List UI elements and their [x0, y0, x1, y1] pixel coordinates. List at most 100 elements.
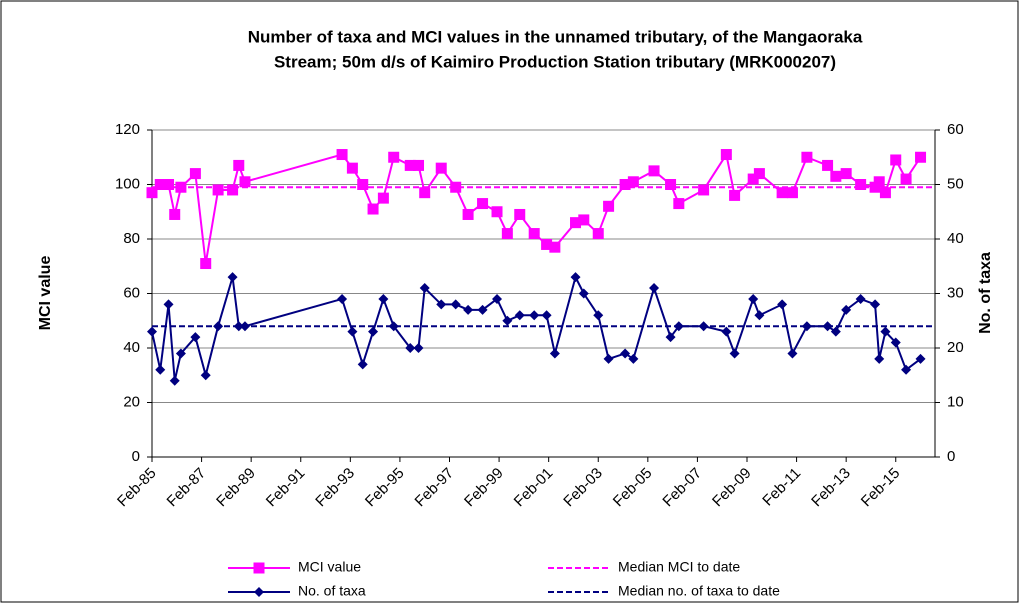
data-point — [874, 353, 885, 364]
data-point — [549, 348, 560, 359]
data-point — [627, 176, 639, 188]
y-tick-label: 60 — [123, 284, 140, 301]
data-point — [822, 159, 834, 171]
y2-tick-label: 40 — [947, 230, 964, 247]
y-tick-label: 80 — [123, 230, 140, 247]
data-point — [777, 299, 788, 310]
data-point — [233, 321, 244, 332]
data-point — [463, 304, 474, 315]
data-point — [786, 187, 798, 199]
data-point — [830, 326, 841, 337]
data-point — [239, 176, 251, 188]
data-point — [501, 228, 513, 240]
data-point — [419, 283, 430, 294]
y-tick-label: 40 — [123, 339, 140, 356]
data-point — [347, 326, 358, 337]
y2-axis-title: No. of taxa — [977, 252, 994, 334]
y-axis-title: MCI value — [37, 256, 54, 331]
legend-label: Median no. of taxa to date — [618, 583, 780, 599]
data-point — [880, 326, 891, 337]
data-point — [665, 179, 677, 190]
data-point — [541, 310, 552, 321]
data-point — [367, 203, 379, 215]
data-point — [541, 238, 553, 250]
data-point — [388, 151, 400, 163]
data-point — [822, 321, 833, 332]
data-point — [213, 321, 224, 332]
data-point — [665, 332, 676, 343]
data-point — [462, 208, 474, 220]
data-point — [413, 159, 425, 171]
data-point — [841, 304, 852, 315]
data-point — [336, 149, 348, 161]
data-point — [175, 348, 186, 359]
data-point — [163, 179, 175, 190]
data-point — [502, 315, 513, 326]
data-point — [801, 151, 813, 163]
y2-tick-label: 0 — [947, 448, 955, 465]
data-point — [357, 179, 369, 190]
data-point — [748, 293, 759, 304]
data-point — [720, 149, 732, 161]
data-point — [491, 206, 503, 218]
data-point — [357, 359, 368, 370]
data-point — [147, 326, 157, 337]
data-point — [747, 173, 759, 185]
data-point — [890, 154, 902, 166]
y2-tick-label: 50 — [947, 175, 964, 192]
y-tick-label: 20 — [123, 393, 140, 410]
data-point — [200, 370, 211, 381]
data-point — [163, 299, 174, 310]
data-point — [189, 168, 201, 180]
data-point — [419, 187, 431, 199]
data-point — [673, 321, 684, 332]
data-point — [436, 299, 447, 310]
data-point — [648, 165, 660, 177]
data-point — [870, 299, 881, 310]
data-point — [801, 321, 812, 332]
data-point — [855, 293, 866, 304]
data-point — [154, 179, 166, 190]
data-point — [175, 181, 187, 193]
data-point — [729, 348, 740, 359]
legend-marker — [254, 587, 264, 597]
data-point — [190, 332, 201, 343]
data-point — [721, 326, 732, 337]
data-point — [529, 310, 540, 321]
data-point — [227, 184, 239, 196]
data-point — [528, 228, 540, 240]
data-point — [890, 337, 901, 348]
data-point — [673, 198, 685, 210]
data-point — [753, 168, 765, 180]
data-point — [169, 208, 181, 220]
data-point — [377, 192, 389, 204]
y2-tick-label: 10 — [947, 393, 964, 410]
data-point — [855, 179, 867, 190]
legend-label: No. of taxa — [298, 583, 366, 599]
data-point — [593, 310, 604, 321]
data-point — [200, 258, 212, 270]
data-point — [915, 353, 926, 364]
data-point — [776, 187, 788, 199]
data-point — [155, 364, 166, 375]
y-tick-label: 120 — [115, 121, 140, 138]
data-point — [413, 343, 424, 353]
y2-tick-label: 30 — [947, 284, 964, 301]
data-point — [603, 200, 615, 212]
data-point — [873, 176, 885, 188]
y2-tick-label: 60 — [947, 121, 964, 138]
y2-tick-label: 20 — [947, 339, 964, 356]
data-point — [900, 173, 912, 185]
data-point — [492, 293, 503, 304]
legend-label: Median MCI to date — [618, 559, 740, 575]
legend-marker — [253, 562, 265, 574]
data-point — [514, 208, 526, 220]
y-tick-label: 0 — [132, 448, 140, 465]
data-point — [239, 321, 250, 332]
data-point — [915, 151, 927, 163]
data-point — [477, 198, 489, 210]
data-point — [879, 187, 891, 199]
data-point — [830, 170, 842, 182]
